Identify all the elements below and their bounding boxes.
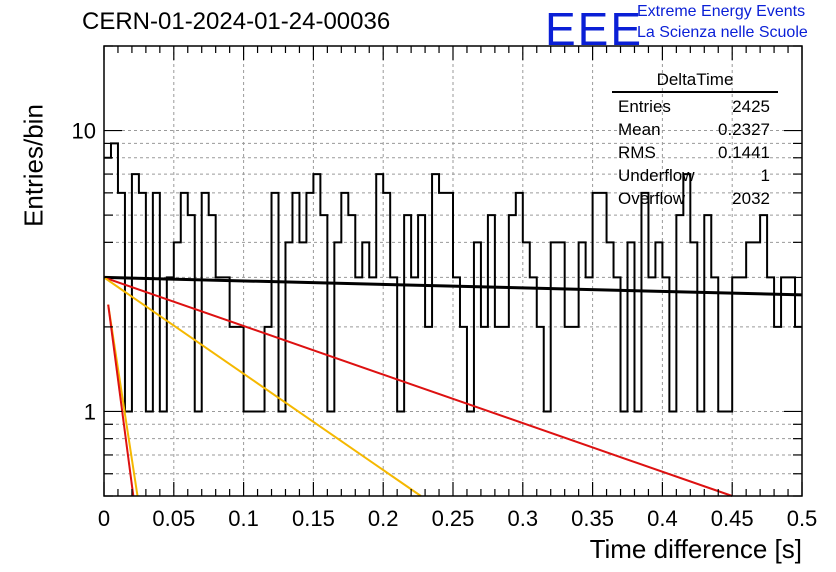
x-tick-label: 0.3 bbox=[508, 506, 539, 531]
stats-label: Overflow bbox=[618, 189, 686, 208]
org-name-line1: Extreme Energy Events bbox=[637, 3, 806, 20]
y-tick-label: 1 bbox=[84, 399, 96, 424]
histogram-outline bbox=[104, 142, 802, 413]
y-axis-label-wrap: Entries/bin bbox=[4, 104, 49, 227]
fit-curves bbox=[103, 275, 803, 497]
stats-rows: Entries 2425 Mean 0.2327 RMS 0.1441 Underflow 1… bbox=[612, 95, 778, 210]
stats-value: 1 bbox=[760, 166, 770, 185]
histogram bbox=[104, 142, 802, 413]
stats-label: Underflow bbox=[618, 166, 695, 185]
x-axis-ticks: 0 0.05 0.1 0.15 0.2 0.25 0.3 0.35 0.4 0.45 0.5 bbox=[98, 46, 817, 531]
stats-label: Entries bbox=[618, 97, 671, 116]
stats-value: 0.1441 bbox=[718, 143, 770, 162]
org-name-line2: La Scienza nelle Scuole bbox=[637, 24, 808, 41]
x-tick-label: 0 bbox=[98, 506, 110, 531]
x-tick-label: 0.2 bbox=[368, 506, 399, 531]
x-tick-label: 0.15 bbox=[292, 506, 335, 531]
fit-line bbox=[103, 275, 803, 297]
fit-line bbox=[103, 276, 733, 497]
x-tick-label: 0.4 bbox=[647, 506, 678, 531]
y-axis-ticks: 1 10 bbox=[72, 45, 802, 497]
fit-line bbox=[107, 304, 135, 497]
x-tick-label: 0.05 bbox=[152, 506, 195, 531]
stats-label: RMS bbox=[618, 143, 656, 162]
stats-row: Underflow 1 bbox=[612, 164, 778, 187]
x-tick-label: 0.1 bbox=[228, 506, 259, 531]
y-axis-label: Entries/bin bbox=[18, 104, 49, 227]
stats-label: Mean bbox=[618, 120, 661, 139]
stats-value: 0.2327 bbox=[718, 120, 770, 139]
page-title: CERN-01-2024-01-24-00036 bbox=[82, 8, 391, 35]
x-tick-label: 0.25 bbox=[432, 506, 475, 531]
eee-logo: EEE bbox=[545, 3, 644, 55]
stats-value: 2425 bbox=[732, 97, 770, 116]
x-axis-label: Time difference [s] bbox=[589, 534, 802, 564]
stats-row: Overflow 2032 bbox=[612, 187, 778, 210]
stats-box: DeltaTime Entries 2425 Mean 0.2327 RMS 0.1441… bbox=[612, 70, 778, 210]
stats-row: Entries 2425 bbox=[612, 95, 778, 118]
y-tick-label: 10 bbox=[72, 119, 96, 144]
stats-value: 2032 bbox=[732, 189, 770, 208]
stats-row: Mean 0.2327 bbox=[612, 118, 778, 141]
fit-line bbox=[103, 276, 422, 497]
stats-box-title: DeltaTime bbox=[612, 70, 778, 93]
x-tick-label: 0.5 bbox=[787, 506, 818, 531]
stats-row: RMS 0.1441 bbox=[612, 141, 778, 164]
x-tick-label: 0.45 bbox=[711, 506, 754, 531]
x-tick-label: 0.35 bbox=[571, 506, 614, 531]
